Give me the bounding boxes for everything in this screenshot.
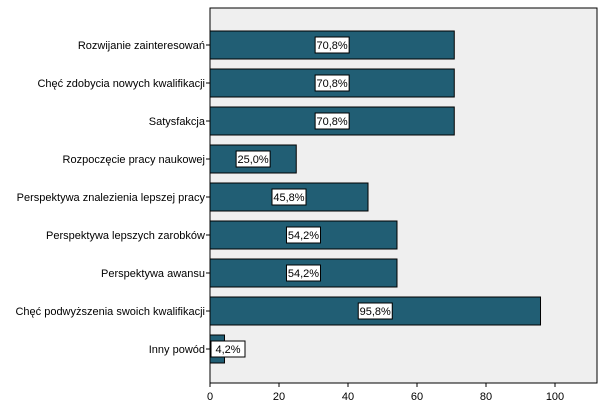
category-label: Perspektywa awansu xyxy=(101,268,205,280)
x-tick-label: 0 xyxy=(207,391,213,403)
data-label-box xyxy=(210,340,246,358)
data-label: 54,2% xyxy=(288,230,319,242)
x-tick-label: 20 xyxy=(273,391,285,403)
bar xyxy=(209,144,297,174)
data-label-box xyxy=(314,36,350,54)
data-label: 45,8% xyxy=(273,192,304,204)
data-label: 95,8% xyxy=(360,306,391,318)
data-label: 70,8% xyxy=(317,40,348,52)
category-label: Satysfakcja xyxy=(149,116,206,128)
x-tick-label: 60 xyxy=(411,391,423,403)
data-label-box xyxy=(357,302,393,320)
data-label: 70,8% xyxy=(317,78,348,90)
category-label: Rozpoczęcie pracy naukowej xyxy=(63,154,205,166)
data-label-box xyxy=(314,112,350,130)
category-label: Perspektywa lepszych zarobków xyxy=(46,230,205,242)
category-label: Perspektywa znalezienia lepszej pracy xyxy=(17,192,206,204)
data-label-box xyxy=(271,188,307,206)
x-tick-label: 100 xyxy=(546,391,564,403)
data-label: 54,2% xyxy=(288,268,319,280)
category-label: Chęć podwyższenia swoich kwalifikacji xyxy=(15,306,205,318)
data-label-box xyxy=(285,264,321,282)
category-label: Chęć zdobycia nowych kwalifikacji xyxy=(37,78,205,90)
data-label: 4,2% xyxy=(215,344,240,356)
data-label: 70,8% xyxy=(317,116,348,128)
data-label-box xyxy=(285,226,321,244)
data-label-box xyxy=(314,74,350,92)
x-tick-label: 80 xyxy=(480,391,492,403)
category-label: Rozwijanie zainteresowań xyxy=(78,40,205,52)
category-label: Inny powód xyxy=(149,344,205,356)
data-label-box xyxy=(235,150,271,168)
x-tick-label: 40 xyxy=(342,391,354,403)
bar xyxy=(209,220,398,250)
data-label: 25,0% xyxy=(238,154,269,166)
